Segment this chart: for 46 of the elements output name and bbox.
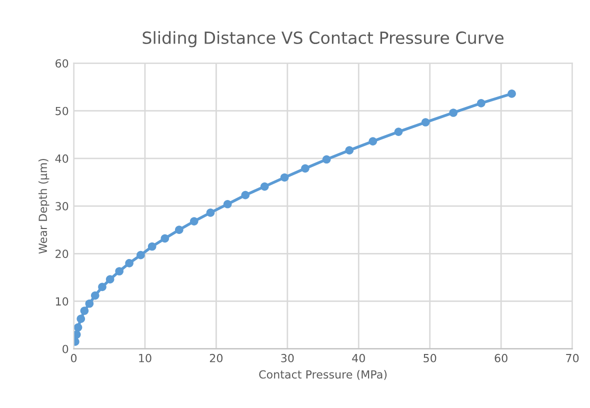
point	[80, 306, 89, 315]
point	[301, 164, 310, 173]
point	[74, 323, 82, 332]
x-tick-label: 20	[210, 354, 223, 362]
point	[241, 190, 250, 200]
point	[449, 108, 458, 117]
y-tick-label: 10	[56, 297, 68, 306]
point	[280, 173, 289, 182]
y-tick-label: 20	[56, 250, 68, 258]
x-tick-label: 0	[70, 354, 77, 362]
point	[148, 242, 156, 251]
y-tick-label: 0	[62, 344, 68, 354]
point	[98, 282, 106, 292]
chart-title: Sliding Distance VS Contact Pressure Curve	[142, 31, 504, 48]
point	[421, 118, 430, 126]
y-tick-label: 60	[56, 59, 68, 68]
y-axis-title: Wear Depth (μm)	[38, 158, 50, 254]
point	[76, 314, 86, 324]
point	[115, 267, 124, 276]
x-axis-title: Contact Pressure (MPa)	[259, 370, 387, 380]
point	[345, 146, 354, 155]
point	[125, 258, 134, 268]
point	[368, 137, 378, 146]
point	[160, 234, 170, 243]
point	[508, 90, 516, 98]
point	[136, 250, 145, 260]
point	[106, 275, 114, 284]
point	[476, 99, 486, 108]
point	[174, 226, 184, 234]
x-tick-label: 30	[281, 354, 294, 362]
point	[90, 291, 100, 300]
x-tick-label: 60	[494, 354, 508, 362]
y-tick-label: 40	[55, 154, 68, 163]
point	[260, 182, 269, 191]
point	[223, 200, 232, 208]
point	[322, 155, 331, 164]
point	[85, 299, 94, 308]
x-tick-label: 10	[139, 354, 152, 362]
x-tick-label: 40	[352, 354, 365, 362]
point	[394, 128, 403, 136]
point	[190, 217, 198, 226]
x-tick-label: 70	[566, 354, 579, 362]
x-tick-label: 50	[424, 354, 436, 362]
y-tick-label: 30	[56, 202, 68, 210]
point	[206, 208, 215, 217]
y-tick-label: 50	[56, 106, 68, 116]
